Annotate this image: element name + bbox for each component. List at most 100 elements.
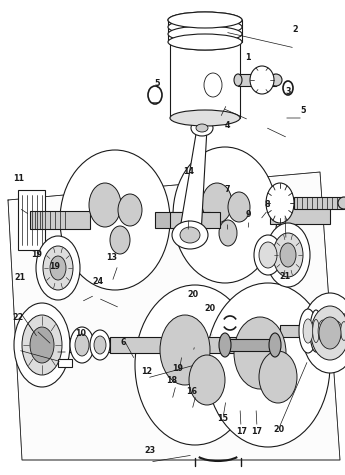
Text: 10: 10: [76, 329, 87, 338]
Ellipse shape: [259, 242, 277, 268]
Ellipse shape: [22, 315, 62, 375]
Ellipse shape: [30, 327, 54, 363]
Polygon shape: [18, 190, 45, 250]
Text: 15: 15: [217, 415, 228, 423]
Text: 2: 2: [292, 25, 298, 34]
Text: 16: 16: [186, 388, 197, 396]
Ellipse shape: [36, 236, 80, 300]
Text: 23: 23: [145, 446, 156, 455]
Ellipse shape: [310, 310, 322, 352]
Ellipse shape: [328, 313, 345, 349]
Bar: [300, 325, 330, 337]
Text: 21: 21: [279, 272, 290, 281]
Ellipse shape: [313, 320, 319, 342]
Ellipse shape: [234, 317, 286, 389]
Bar: [170, 212, 220, 228]
Text: 4: 4: [224, 122, 230, 130]
Ellipse shape: [266, 183, 294, 223]
Text: 17: 17: [252, 427, 263, 436]
Ellipse shape: [338, 197, 345, 209]
Bar: [30, 211, 90, 229]
Ellipse shape: [269, 333, 281, 357]
Ellipse shape: [219, 220, 237, 246]
Ellipse shape: [168, 12, 242, 28]
Text: 24: 24: [93, 277, 104, 285]
Ellipse shape: [206, 283, 330, 447]
Ellipse shape: [319, 317, 341, 349]
Polygon shape: [8, 172, 340, 460]
Ellipse shape: [202, 183, 232, 223]
Bar: [58, 359, 72, 367]
Bar: [270, 206, 330, 224]
Ellipse shape: [343, 315, 345, 347]
Bar: [238, 74, 276, 86]
Ellipse shape: [332, 321, 342, 341]
Ellipse shape: [228, 192, 250, 222]
Text: 1: 1: [246, 53, 251, 61]
Ellipse shape: [160, 315, 210, 385]
Ellipse shape: [314, 311, 332, 351]
Ellipse shape: [168, 12, 242, 28]
Bar: [110, 337, 240, 353]
Text: 7: 7: [224, 186, 230, 194]
Text: 5: 5: [154, 79, 160, 87]
Text: 17: 17: [236, 427, 247, 436]
Ellipse shape: [234, 74, 242, 86]
Ellipse shape: [168, 19, 242, 35]
Text: 20: 20: [187, 290, 198, 299]
Text: 19: 19: [49, 263, 60, 271]
Ellipse shape: [89, 183, 121, 227]
Ellipse shape: [196, 124, 208, 132]
Ellipse shape: [189, 355, 225, 405]
Text: 9: 9: [246, 210, 251, 219]
Ellipse shape: [180, 227, 200, 243]
Bar: [280, 325, 330, 337]
Text: 3: 3: [285, 87, 291, 95]
Ellipse shape: [327, 321, 333, 342]
Ellipse shape: [60, 150, 170, 290]
Ellipse shape: [311, 306, 345, 360]
Ellipse shape: [172, 221, 208, 249]
Text: 5: 5: [300, 106, 306, 114]
Ellipse shape: [299, 309, 317, 353]
Ellipse shape: [43, 246, 73, 290]
Bar: [155, 212, 210, 228]
Text: 22: 22: [12, 313, 23, 322]
Text: 19: 19: [172, 364, 183, 372]
Ellipse shape: [270, 74, 282, 86]
Ellipse shape: [14, 303, 70, 387]
Ellipse shape: [273, 233, 303, 277]
Text: 19: 19: [31, 250, 42, 258]
Ellipse shape: [341, 322, 345, 341]
Ellipse shape: [135, 285, 255, 445]
Text: 13: 13: [107, 253, 118, 262]
Ellipse shape: [170, 34, 240, 50]
Ellipse shape: [302, 293, 345, 373]
Text: 6: 6: [121, 339, 126, 347]
Text: 14: 14: [184, 168, 195, 176]
Ellipse shape: [324, 312, 336, 350]
Ellipse shape: [318, 320, 328, 342]
Ellipse shape: [94, 336, 106, 354]
Bar: [225, 339, 275, 351]
Text: 12: 12: [141, 367, 152, 376]
Ellipse shape: [75, 334, 89, 356]
Ellipse shape: [50, 256, 66, 280]
Text: 18: 18: [166, 377, 177, 385]
Text: 21: 21: [14, 274, 26, 282]
Ellipse shape: [254, 235, 282, 275]
Ellipse shape: [204, 73, 222, 97]
Ellipse shape: [170, 110, 240, 126]
Ellipse shape: [266, 223, 310, 287]
Bar: [294, 197, 344, 209]
Ellipse shape: [118, 194, 142, 226]
Ellipse shape: [168, 34, 242, 50]
Text: 8: 8: [265, 200, 270, 209]
Ellipse shape: [191, 120, 213, 136]
Text: 20: 20: [273, 426, 284, 434]
Text: 20: 20: [204, 304, 215, 313]
Ellipse shape: [280, 243, 296, 267]
Ellipse shape: [250, 66, 274, 94]
Ellipse shape: [90, 330, 110, 360]
Ellipse shape: [173, 147, 277, 283]
